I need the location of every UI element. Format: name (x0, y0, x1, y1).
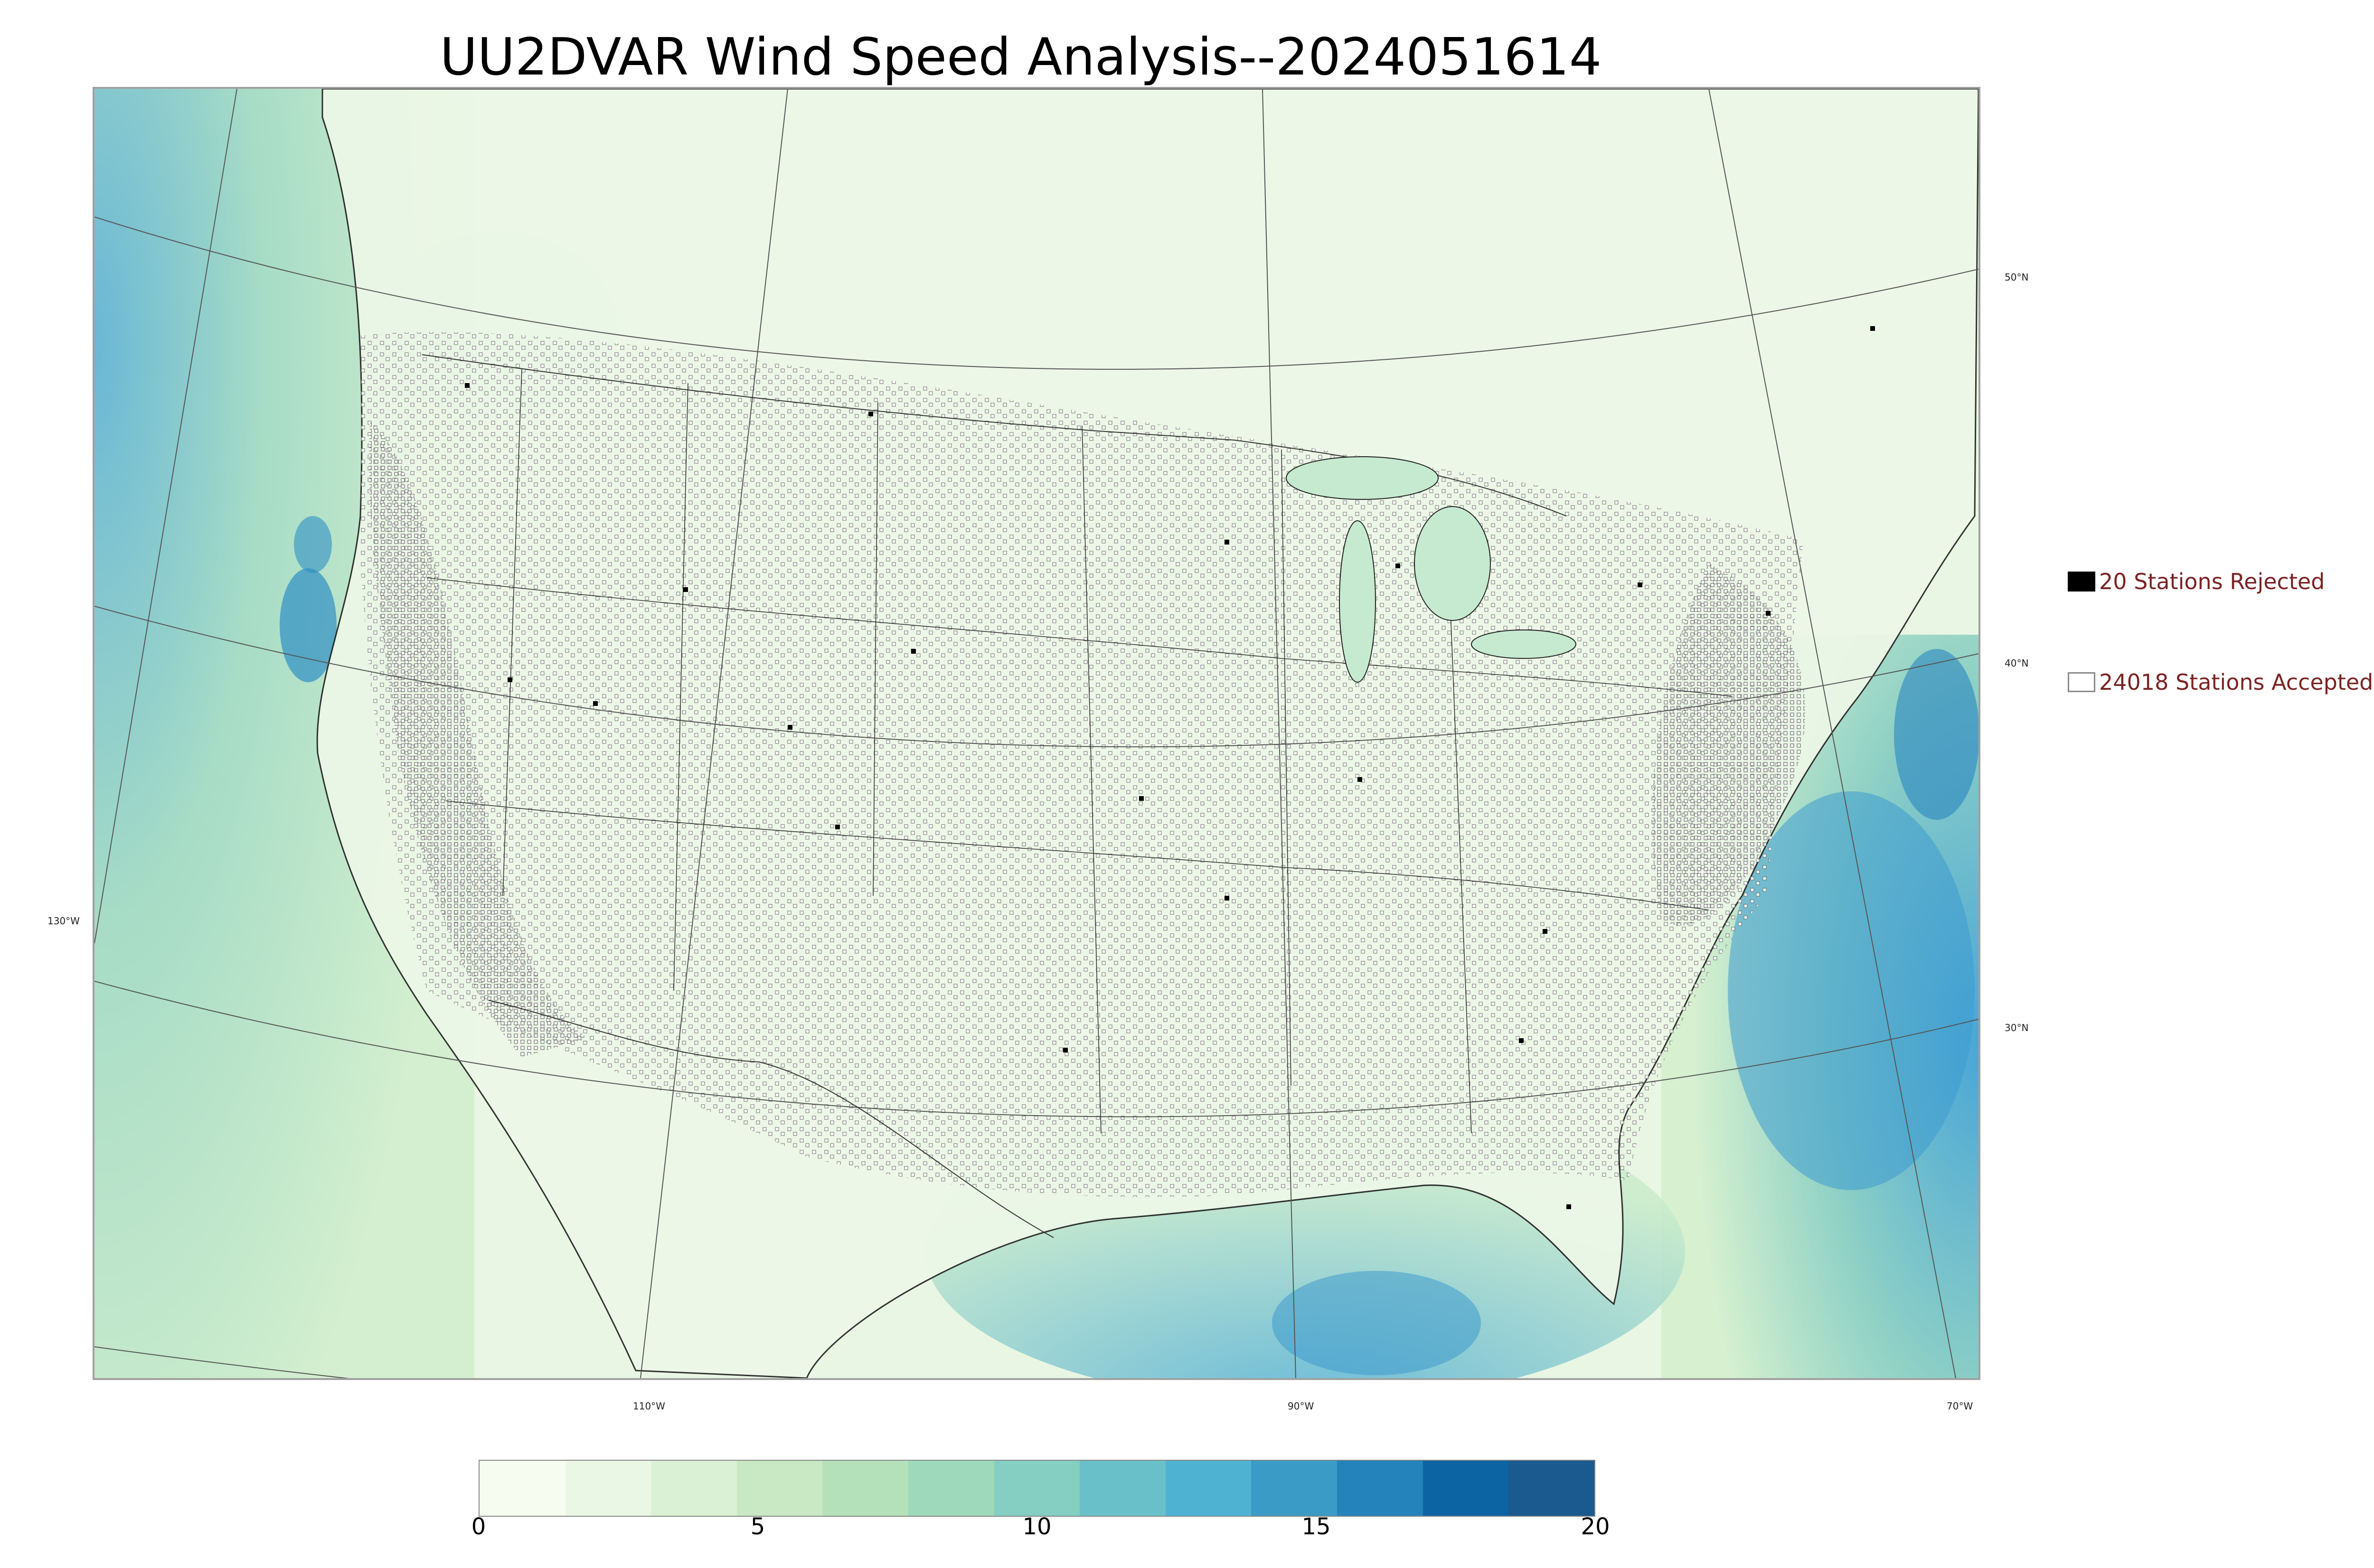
colorbar-segment (651, 1461, 737, 1516)
lon-label-90w: 90°W (1288, 1400, 1314, 1412)
graticule-lat-20 (94, 1346, 349, 1378)
colorbar-tick-label: 10 (1022, 1513, 1052, 1540)
wind-speed-colorbar (479, 1460, 1595, 1517)
colorbar-segment (1080, 1461, 1166, 1516)
lon-label-130w: 130°W (47, 915, 80, 927)
colorbar-segment (480, 1461, 565, 1516)
state-borders (426, 368, 1733, 1134)
atlantic-wind-max-2 (1894, 649, 1978, 820)
colorbar-segment (994, 1461, 1080, 1516)
graticule-lon-70 (1708, 89, 1956, 1378)
us-mexico-border (488, 1000, 1054, 1238)
us-canada-border (422, 354, 1567, 516)
lon-label-110w: 110°W (633, 1400, 665, 1412)
colorbar-segment (565, 1461, 651, 1516)
legend-accepted: 24018 Stations Accepted (2068, 666, 2373, 699)
lat-label-50: 50°N (2005, 272, 2029, 283)
lake-huron (1414, 506, 1491, 621)
graticule-lat-30 (94, 981, 1978, 1117)
pacific-wind-max-2 (294, 516, 332, 573)
colorbar-tick-label: 5 (750, 1513, 765, 1540)
colorbar-segment (1251, 1461, 1338, 1516)
rejected-marker-icon (2068, 572, 2095, 592)
legend-rejected-label: 20 Stations Rejected (2099, 569, 2325, 594)
graticule-lat-40 (94, 606, 1978, 748)
rejected-station-markers (465, 326, 1875, 1209)
colorbar-segment (736, 1461, 823, 1516)
lat-label-30: 30°N (2005, 1022, 2029, 1033)
wind-speed-map (93, 87, 1980, 1380)
gulf-wind-max (1272, 1271, 1481, 1375)
map-title: UU2DVAR Wind Speed Analysis--2024051614 (440, 28, 1602, 87)
colorbar-tick-label: 20 (1581, 1513, 1610, 1540)
lat-label-40: 40°N (2005, 657, 2029, 669)
lake-michigan (1339, 520, 1376, 683)
accepted-marker-icon (2068, 672, 2095, 692)
lon-label-70w: 70°W (1947, 1400, 1973, 1412)
colorbar-segment (822, 1461, 909, 1516)
colorbar-tick-label: 15 (1301, 1513, 1331, 1540)
lake-superior (1286, 456, 1439, 500)
lake-erie (1471, 629, 1576, 659)
colorbar-segment (1165, 1461, 1252, 1516)
dense-east-coast-stations (1652, 563, 1806, 926)
colorbar-segment (1423, 1461, 1509, 1516)
pacific-wind-max (280, 568, 337, 682)
legend-accepted-label: 24018 Stations Accepted (2099, 669, 2374, 695)
atlantic-wind-max (1728, 791, 1975, 1190)
graticule-lon-110 (640, 89, 788, 1378)
legend-rejected: 20 Stations Rejected (2068, 565, 2325, 598)
graticule-lon-90 (1262, 89, 1296, 1378)
colorbar-segment (908, 1461, 994, 1516)
dense-west-coast-stations (369, 421, 588, 1057)
graticule-lon-130 (94, 89, 237, 944)
map-canvas (94, 89, 1978, 1378)
colorbar-tick-label: 0 (471, 1513, 486, 1540)
colorbar-segment (1337, 1461, 1423, 1516)
graticule-lat-50 (94, 216, 1978, 370)
colorbar-segment (1508, 1461, 1594, 1516)
